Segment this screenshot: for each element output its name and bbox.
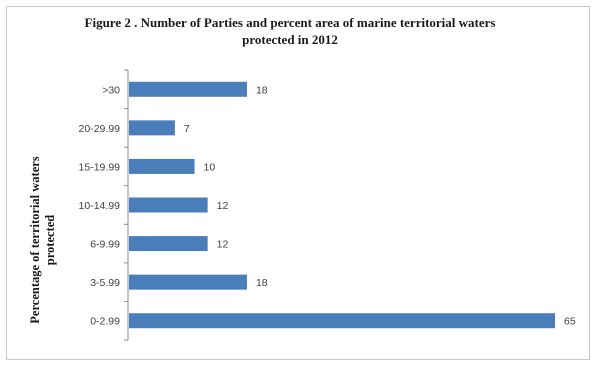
data-label: 65 <box>564 316 576 328</box>
bar <box>129 197 208 213</box>
data-label: 18 <box>256 84 268 96</box>
y-tick-label: 6-9.99 <box>90 239 120 251</box>
y-tick-label: >30 <box>102 84 120 96</box>
bar <box>129 236 208 252</box>
bar <box>129 313 555 329</box>
data-label: 10 <box>204 161 216 173</box>
data-label: 12 <box>217 200 229 212</box>
y-tick-label: 0-2.99 <box>90 316 120 328</box>
chart-title: Figure 2 . Number of Parties and percent… <box>84 15 496 47</box>
y-tick-label: 10-14.99 <box>79 200 121 212</box>
y-tick-label: 20-29.99 <box>79 123 121 135</box>
data-label: 18 <box>256 277 268 289</box>
data-label: 7 <box>184 123 190 135</box>
bar <box>129 274 247 290</box>
chart-frame <box>6 6 590 360</box>
bar <box>129 81 247 97</box>
bar <box>129 158 195 174</box>
y-tick-label: 15-19.99 <box>79 161 121 173</box>
bar <box>129 120 175 136</box>
y-tick-label: 3-5.99 <box>90 277 120 289</box>
data-label: 12 <box>217 239 229 251</box>
